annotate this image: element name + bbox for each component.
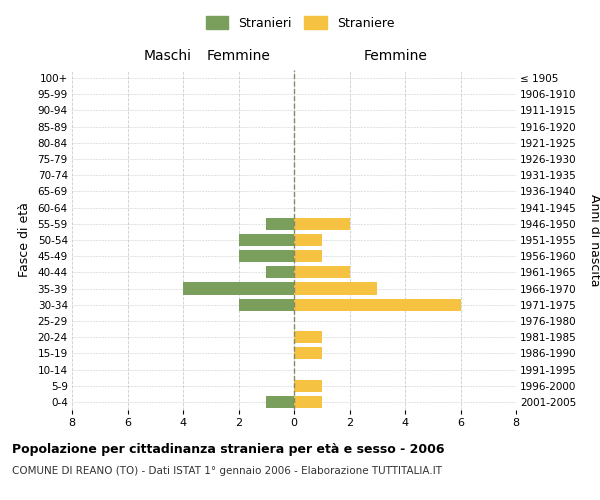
Bar [294, 266, 350, 278]
Bar [183, 282, 294, 294]
Legend: Stranieri, Straniere: Stranieri, Straniere [201, 11, 399, 35]
Bar [294, 331, 322, 343]
Bar [239, 298, 294, 311]
Text: COMUNE DI REANO (TO) - Dati ISTAT 1° gennaio 2006 - Elaborazione TUTTITALIA.IT: COMUNE DI REANO (TO) - Dati ISTAT 1° gen… [12, 466, 442, 476]
Bar [239, 250, 294, 262]
Bar [294, 234, 322, 246]
Bar [294, 396, 322, 408]
Bar [294, 250, 322, 262]
Bar [294, 282, 377, 294]
Text: Maschi: Maschi [144, 48, 192, 62]
Bar [294, 380, 322, 392]
Bar [294, 298, 461, 311]
Bar [294, 218, 350, 230]
Bar [266, 396, 294, 408]
Bar [266, 218, 294, 230]
Bar [266, 266, 294, 278]
Bar [239, 234, 294, 246]
Text: Femmine: Femmine [206, 49, 271, 63]
Bar [294, 348, 322, 360]
Y-axis label: Fasce di età: Fasce di età [17, 202, 31, 278]
Text: Femmine: Femmine [364, 48, 428, 62]
Y-axis label: Anni di nascita: Anni di nascita [588, 194, 600, 286]
Text: Popolazione per cittadinanza straniera per età e sesso - 2006: Popolazione per cittadinanza straniera p… [12, 442, 445, 456]
